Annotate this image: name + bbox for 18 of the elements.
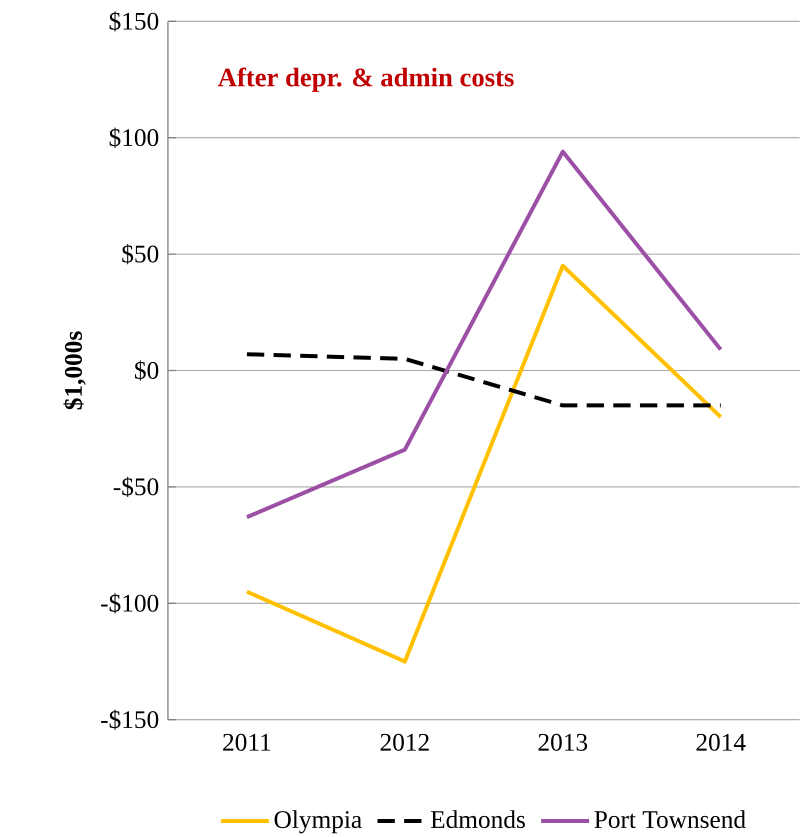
y-axis-title: $1,000s: [63, 331, 86, 410]
line-series: [244, 150, 723, 520]
y-tick-label: -$150: [100, 710, 158, 730]
x-tick-label: 2011: [222, 734, 270, 751]
y-tick-label: $150: [109, 11, 158, 32]
y-tick-label: $0: [134, 360, 158, 381]
y-tick-label: $50: [122, 244, 158, 264]
legend-label: Olympia: [274, 810, 362, 834]
y-tick-label: -$50: [114, 476, 158, 498]
x-tick-label: 2014: [696, 734, 746, 751]
y-tick-label: $100: [109, 128, 158, 148]
text: After depr. & admin costs: [218, 67, 514, 92]
x-tick-label: 2012: [380, 734, 429, 751]
x-tick-label: 2013: [538, 734, 587, 751]
y-tick-label: -$100: [100, 593, 158, 614]
line-series: [244, 264, 723, 664]
legend-label: Edmonds: [430, 810, 525, 828]
legend-label: Port Townsend: [594, 810, 746, 828]
